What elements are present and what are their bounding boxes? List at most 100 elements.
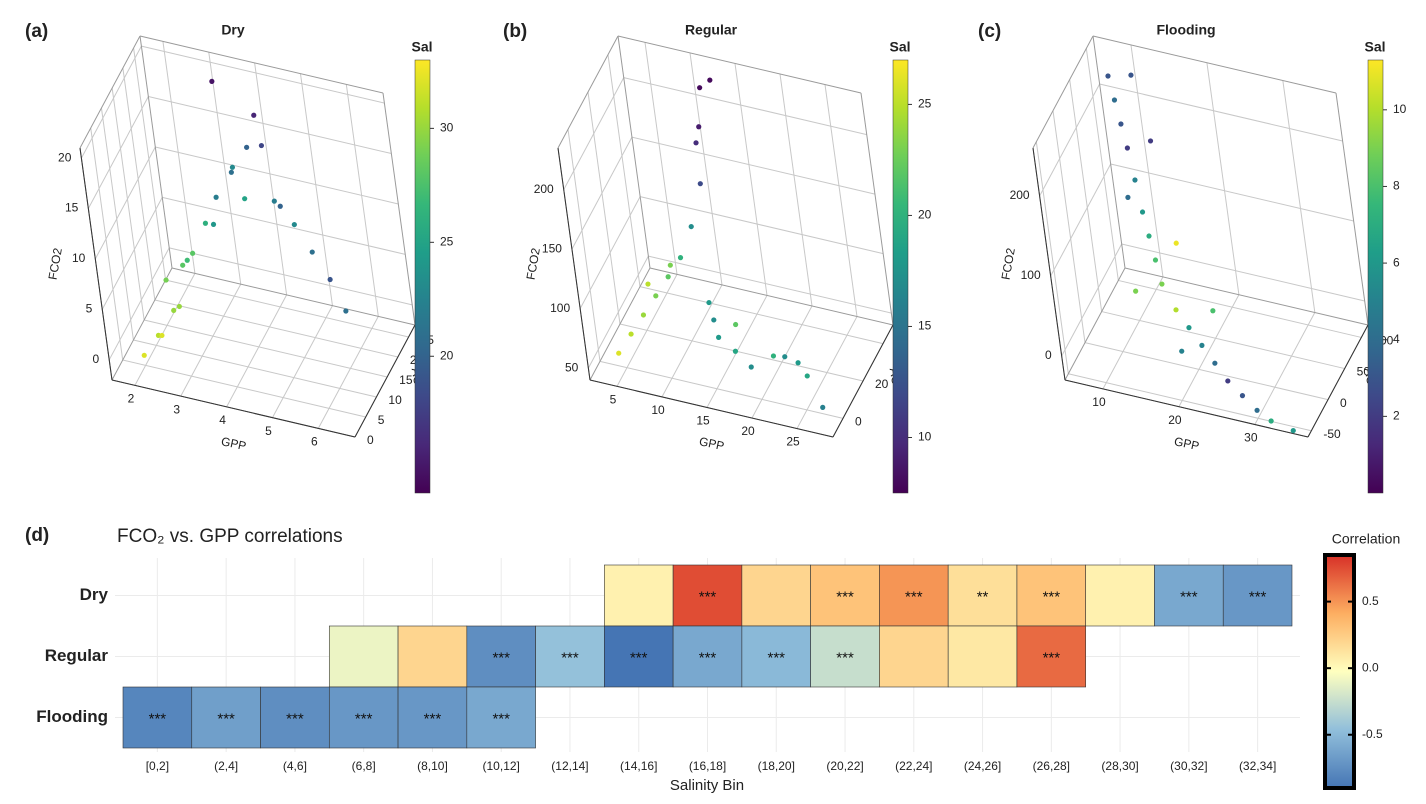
- grid-line: [111, 87, 145, 321]
- x-tick-label: [0,2]: [146, 759, 169, 773]
- y-tick-label: 0: [855, 415, 862, 429]
- x-tick-label: (6,8]: [352, 759, 376, 773]
- scatter-point: [1199, 342, 1205, 348]
- colorbar-tick-label: 8: [1393, 179, 1400, 193]
- panel-label: (d): [25, 525, 49, 546]
- grid-line: [1069, 79, 1103, 312]
- z-tick-label: 100: [550, 301, 570, 315]
- grid-line: [100, 107, 134, 341]
- z-axis: [557, 147, 591, 381]
- grid-line: [1052, 110, 1086, 343]
- x-tick-label: (26,28]: [1033, 759, 1070, 773]
- box-edge: [79, 35, 141, 149]
- grid-line: [134, 273, 196, 386]
- grid-line: [165, 279, 409, 338]
- scatter-point: [706, 299, 712, 306]
- scatter-point: [1179, 348, 1185, 354]
- significance-label: ***: [630, 649, 648, 666]
- grid-line: [1061, 243, 1123, 357]
- box-edge: [589, 267, 651, 381]
- scatter-point: [1173, 307, 1179, 313]
- z-axis-title: FCO2: [999, 247, 1018, 281]
- heatmap-cell: [466, 625, 536, 688]
- box-edge: [1092, 35, 1126, 269]
- scatter-point: [1105, 73, 1111, 79]
- scatter-point: [163, 277, 169, 283]
- grid-line: [1282, 80, 1316, 313]
- scatter-point: [697, 181, 703, 187]
- grid-line: [272, 305, 333, 418]
- significance-label: ***: [424, 710, 442, 727]
- x-tick-label: (20,22]: [826, 759, 863, 773]
- z-tick-label: 15: [65, 201, 79, 215]
- scatter-point: [1210, 308, 1216, 314]
- grid-line: [571, 136, 633, 250]
- x-tick-label: 2: [128, 392, 135, 406]
- scatter-point: [693, 140, 699, 146]
- colorbar: [414, 59, 431, 494]
- heatmap-cell: [604, 564, 674, 627]
- heatmap-cell: [397, 686, 468, 749]
- box-edge: [139, 35, 173, 269]
- scatter-point: [1212, 360, 1218, 366]
- scatter-point: [1254, 407, 1260, 413]
- x-tick-label: 5: [265, 424, 272, 438]
- box-edge: [1335, 92, 1369, 326]
- significance-label: ***: [699, 588, 717, 605]
- x-axis: [1064, 379, 1309, 438]
- scatter-point: [688, 223, 694, 230]
- significance-label: **: [977, 588, 989, 605]
- scatter-point: [748, 364, 754, 370]
- heatmap-cell: [947, 564, 1018, 627]
- grid-line: [144, 319, 388, 378]
- grid-line: [579, 196, 641, 309]
- scatter-point: [184, 257, 190, 263]
- grid-line: [180, 283, 242, 397]
- scatter-point: [711, 317, 717, 323]
- grid-line: [1130, 44, 1164, 277]
- heatmap-cell: [672, 625, 743, 688]
- significance-label: ***: [355, 710, 373, 727]
- grid-line: [1099, 83, 1343, 142]
- x-tick-label: 6: [311, 435, 318, 449]
- x-tick-label: (18,20]: [758, 759, 795, 773]
- scatter-point: [291, 221, 297, 228]
- grid-line: [299, 73, 333, 306]
- grid-line: [1110, 163, 1354, 222]
- scatter-point: [244, 144, 250, 150]
- panel-label: (b): [503, 21, 527, 42]
- grid-line: [1050, 163, 1112, 277]
- z-tick-label: 20: [58, 150, 72, 164]
- z-tick-label: 100: [1021, 268, 1041, 282]
- colorbar-title: Sal: [1364, 39, 1385, 55]
- panel-title: Dry: [221, 22, 245, 38]
- colorbar-tick-label: 20: [440, 348, 454, 362]
- heatmap-cell: [741, 564, 811, 627]
- grid-line: [154, 299, 398, 358]
- x-tick-label: 25: [786, 435, 800, 449]
- z-tick-label: 5: [86, 302, 93, 316]
- scatter-point: [1268, 418, 1274, 424]
- grid-line: [108, 247, 170, 361]
- scatter-point: [1125, 194, 1131, 200]
- heatmap-cell: [810, 625, 880, 688]
- scatter-point: [1173, 240, 1179, 246]
- significance-label: ***: [905, 588, 923, 605]
- grid-line: [599, 360, 844, 419]
- scatter-point: [213, 194, 219, 200]
- colorbar-tick-label: 2: [1393, 409, 1400, 423]
- y-axis: [354, 324, 416, 438]
- box-edge: [139, 35, 384, 94]
- z-tick-label: 10: [72, 251, 86, 265]
- heatmap-cell: [1222, 564, 1293, 627]
- legend-title: Correlation: [1332, 531, 1400, 547]
- x-tick-label: 30: [1244, 431, 1258, 445]
- colorbar-tick-label: 15: [918, 319, 932, 333]
- significance-label: ***: [149, 710, 167, 727]
- grid-line: [587, 255, 649, 369]
- grid-line: [1035, 141, 1069, 374]
- heatmap-cell: [1016, 564, 1087, 627]
- grid-line: [607, 54, 641, 287]
- grid-line: [155, 146, 399, 205]
- grid-line: [619, 323, 864, 382]
